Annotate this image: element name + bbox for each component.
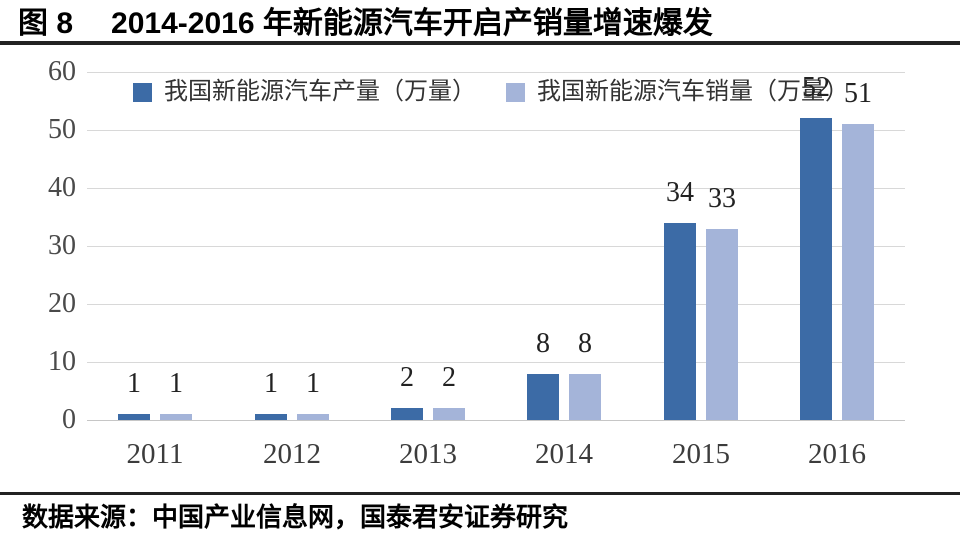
y-tick-label: 60: [48, 56, 76, 87]
grid-line: [87, 246, 905, 247]
bar-value-label: 52: [802, 72, 830, 103]
y-tick-label: 50: [48, 114, 76, 145]
bar: [706, 229, 738, 420]
bar-value-label: 51: [844, 78, 872, 109]
data-source: 数据来源：中国产业信息网，国泰君安证券研究: [22, 503, 569, 532]
bar: [118, 414, 150, 420]
grid-line: [87, 188, 905, 189]
bar-value-label: 8: [578, 328, 592, 359]
legend-item: 我国新能源汽车产量（万量）: [133, 74, 476, 110]
x-tick-label: 2011: [126, 438, 184, 470]
bar-value-label: 1: [306, 368, 320, 399]
legend-swatch-icon: [133, 82, 152, 102]
bar-value-label: 34: [666, 177, 694, 208]
footer-divider: [0, 492, 960, 495]
x-tick-label: 2015: [672, 438, 730, 470]
grid-line: [87, 130, 905, 131]
y-tick-label: 30: [48, 230, 76, 261]
y-tick-label: 40: [48, 172, 76, 203]
bar: [433, 408, 465, 420]
grid-line: [87, 420, 905, 421]
legend-item: 我国新能源汽车销量（万量）: [506, 74, 849, 110]
legend: 我国新能源汽车产量（万量） 我国新能源汽车销量（万量）: [133, 74, 849, 110]
bar: [297, 414, 329, 420]
bar-value-label: 8: [536, 328, 550, 359]
bar: [664, 223, 696, 420]
chart-title: 图 8 2014-2016 年新能源汽车开启产销量增速爆发: [18, 5, 713, 43]
bar: [160, 414, 192, 420]
grid-line: [87, 362, 905, 363]
bar-value-label: 2: [442, 362, 456, 393]
bar-value-label: 1: [264, 368, 278, 399]
x-tick-label: 2014: [535, 438, 593, 470]
bar: [527, 374, 559, 420]
y-tick-label: 20: [48, 288, 76, 319]
x-tick-label: 2012: [263, 438, 321, 470]
bar-value-label: 33: [708, 183, 736, 214]
title-divider: [0, 41, 960, 45]
bar: [800, 118, 832, 420]
legend-label: 我国新能源汽车产量（万量）: [164, 79, 476, 105]
legend-label: 我国新能源汽车销量（万量）: [537, 79, 849, 105]
bar: [391, 408, 423, 420]
x-tick-label: 2013: [399, 438, 457, 470]
figure-number-label: 图 8: [18, 7, 74, 40]
legend-swatch-icon: [506, 82, 525, 102]
bar: [255, 414, 287, 420]
bar: [569, 374, 601, 420]
bar-value-label: 2: [400, 362, 414, 393]
bar-value-label: 1: [169, 368, 183, 399]
y-tick-label: 10: [48, 346, 76, 377]
bar-value-label: 1: [127, 368, 141, 399]
x-tick-label: 2016: [808, 438, 866, 470]
figure-title-text: 2014-2016 年新能源汽车开启产销量增速爆发: [111, 7, 713, 40]
grid-line: [87, 304, 905, 305]
grid-line: [87, 72, 905, 73]
y-tick-label: 0: [62, 404, 76, 435]
bar: [842, 124, 874, 420]
